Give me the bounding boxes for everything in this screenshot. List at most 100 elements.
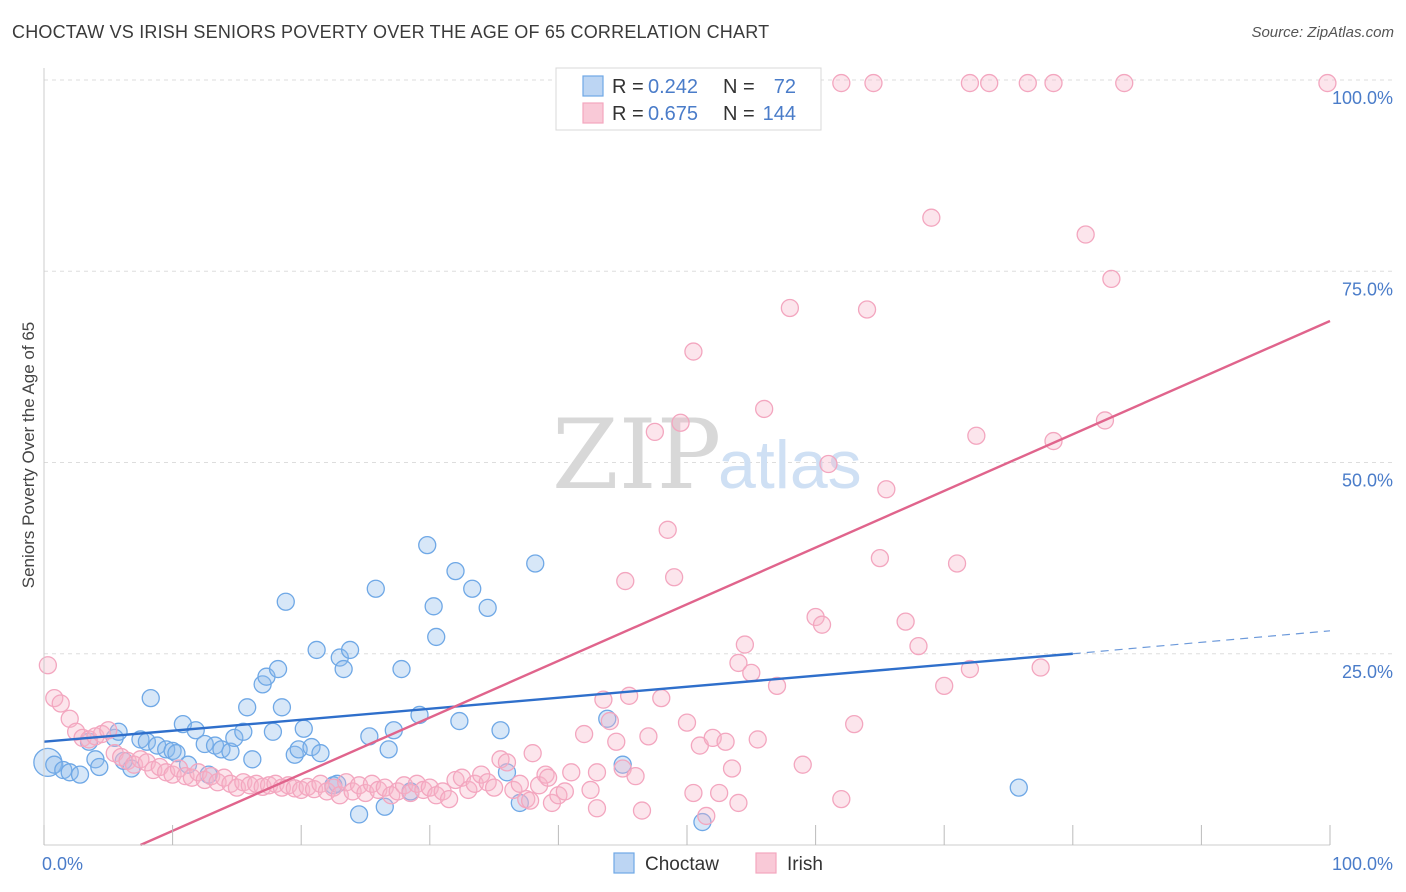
legend: R = 0.242 N = 72 R = 0.675 N = 144	[555, 67, 822, 131]
choctaw-point	[243, 750, 262, 769]
choctaw-point	[392, 659, 411, 679]
irish-point	[870, 548, 890, 568]
choctaw-point	[45, 755, 64, 774]
choctaw-point	[221, 742, 240, 761]
choctaw-point	[234, 722, 253, 741]
irish-point	[639, 727, 658, 746]
choctaw-point	[349, 805, 369, 824]
choctaw-point	[307, 640, 326, 660]
choctaw-point	[90, 757, 109, 777]
choctaw-point	[446, 561, 465, 581]
irish-point	[748, 730, 767, 749]
choctaw-point	[302, 737, 321, 757]
choctaw-point	[70, 765, 90, 784]
irish-point	[780, 298, 800, 318]
legend-r-label-irish: R =	[612, 103, 644, 125]
irish-point	[1318, 73, 1337, 93]
irish-point	[767, 676, 787, 696]
irish-point	[909, 636, 928, 656]
legend-r-value-irish: 0.675	[648, 103, 698, 125]
irish-point	[1044, 73, 1063, 93]
irish-point	[538, 768, 558, 787]
y-tick-label-2: 75.0%	[1342, 279, 1393, 299]
irish-point	[562, 763, 581, 782]
choctaw-point	[334, 659, 353, 679]
choctaw-point	[450, 711, 469, 731]
bottom-legend-label-choctaw: Choctaw	[645, 854, 719, 875]
irish-point	[684, 342, 703, 361]
choctaw-point	[478, 598, 497, 617]
irish-point	[574, 724, 594, 744]
irish-point	[581, 780, 600, 800]
legend-r-label-choctaw: R =	[612, 76, 644, 98]
irish-point	[555, 782, 574, 801]
bottom-legend-swatch-irish	[755, 852, 777, 874]
chart-source: Source: ZipAtlas.com	[1251, 24, 1394, 41]
irish-point	[99, 721, 118, 740]
choctaw-trend-line	[43, 652, 1073, 743]
irish-point	[967, 426, 986, 445]
choctaw-point	[375, 797, 394, 816]
legend-r-value-choctaw: 0.242	[648, 76, 698, 98]
irish-point	[1115, 73, 1134, 93]
irish-point	[857, 300, 877, 319]
irish-point	[729, 793, 748, 813]
irish-point	[616, 571, 635, 591]
bottom-legend: Choctaw Irish	[613, 852, 823, 875]
irish-point	[960, 73, 980, 93]
axes: 25.0% 50.0% 75.0% 100.0% 0.0% 100.0%	[42, 68, 1393, 874]
x-tick-label-0: 0.0%	[42, 854, 83, 874]
watermark-zip: ZIP	[552, 399, 721, 511]
bottom-legend-swatch-choctaw	[613, 852, 635, 874]
choctaw-point	[418, 535, 437, 555]
irish-point	[722, 759, 742, 778]
chart-title: CHOCTAW VS IRISH SENIORS POVERTY OVER TH…	[12, 22, 770, 42]
irish-point	[587, 763, 607, 782]
irish-point	[980, 73, 999, 93]
choctaw-point	[276, 592, 295, 611]
irish-point	[619, 686, 639, 705]
y-tick-label-1: 50.0%	[1342, 471, 1393, 491]
irish-point	[697, 806, 716, 826]
irish-point	[600, 711, 619, 731]
irish-point	[684, 783, 703, 803]
irish-point	[510, 774, 529, 793]
irish-point	[677, 713, 697, 732]
choctaw-trend-extension	[1072, 630, 1331, 655]
choctaw-point	[167, 744, 186, 763]
y-tick-label-0: 25.0%	[1342, 662, 1393, 682]
choctaw-point	[238, 698, 257, 717]
watermark-atlas: atlas	[718, 427, 862, 503]
irish-point	[523, 744, 542, 763]
irish-point	[520, 791, 540, 810]
irish-point	[664, 568, 684, 587]
irish-point	[1031, 658, 1050, 677]
legend-swatch-irish	[582, 102, 604, 124]
bottom-legend-label-irish: Irish	[787, 854, 823, 875]
irish-point	[845, 714, 864, 734]
irish-point	[947, 554, 967, 573]
irish-point	[812, 615, 832, 634]
legend-n-label-choctaw: N =	[723, 76, 755, 98]
irish-point	[742, 663, 761, 683]
irish-point	[497, 753, 517, 772]
irish-point	[51, 694, 70, 713]
choctaw-point	[272, 698, 292, 717]
x-tick-label-1: 100.0%	[1332, 854, 1393, 874]
choctaw-point	[340, 640, 360, 660]
choctaw-point	[330, 648, 349, 667]
choctaw-point	[598, 709, 617, 728]
legend-n-label-irish: N =	[723, 103, 755, 125]
choctaw-point	[263, 722, 283, 741]
irish-point	[896, 612, 915, 631]
y-tick-label-3: 100.0%	[1332, 88, 1393, 108]
choctaw-point	[463, 579, 482, 598]
choctaw-point	[311, 744, 330, 763]
choctaw-point	[1009, 778, 1028, 797]
irish-point	[935, 676, 954, 696]
legend-n-value-choctaw: 72	[774, 76, 796, 98]
irish-point	[1076, 225, 1095, 244]
irish-point	[1102, 269, 1121, 289]
irish-point	[484, 778, 504, 797]
